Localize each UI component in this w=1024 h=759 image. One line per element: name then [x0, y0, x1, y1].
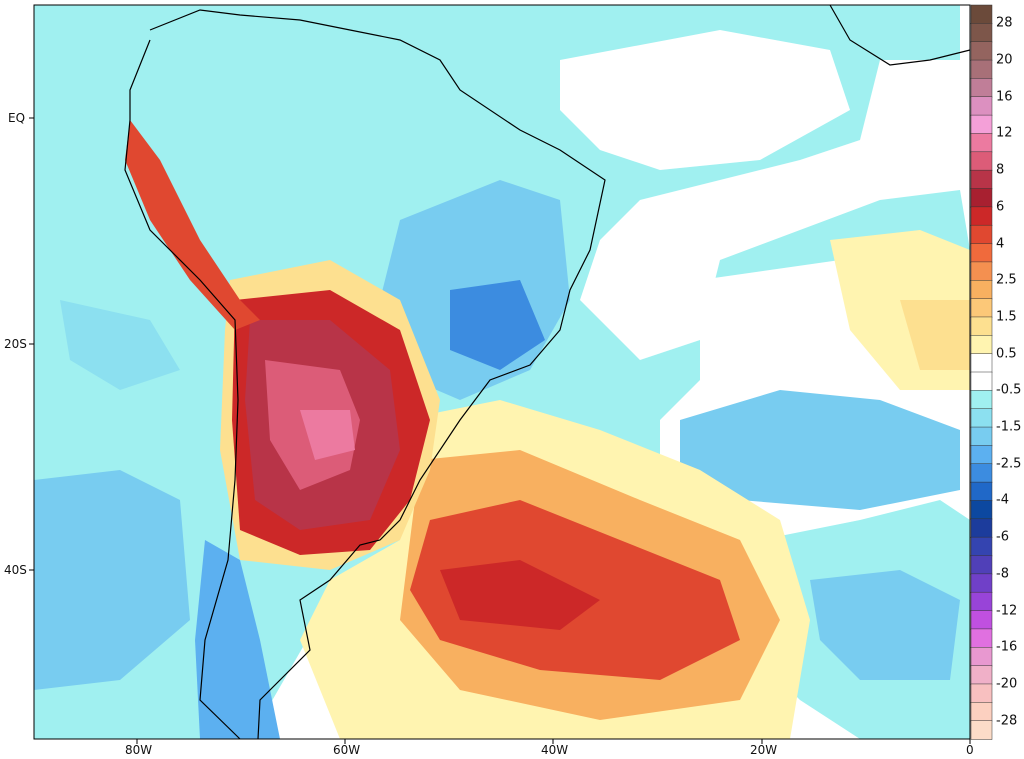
- colorbar-bin: [970, 702, 993, 722]
- colorbar-bin: [970, 500, 993, 520]
- lon-label-80w: 80W: [125, 743, 153, 757]
- colorbar-bin: [970, 610, 993, 630]
- lon-label-60w: 60W: [333, 743, 361, 757]
- colorbar-bin: [970, 206, 993, 226]
- colorbar-bin: [970, 316, 993, 337]
- colorbar-bin: [970, 169, 993, 190]
- south-america-outline: [124, 9, 606, 740]
- anomaly-fields: [34, 5, 970, 739]
- colorbar-bin: [970, 59, 993, 80]
- colorbar-bin: [970, 536, 993, 557]
- colorbar-bin: [970, 335, 993, 355]
- colorbar-label: -8: [996, 566, 1009, 582]
- colorbar-bin: [970, 371, 993, 392]
- colorbar-bin: [970, 665, 993, 685]
- colorbar-bin: [970, 573, 993, 593]
- colorbar-bin: [970, 78, 993, 98]
- colorbar-bin: [970, 628, 993, 649]
- colorbar-bin: [970, 683, 993, 704]
- colorbar-bin: [970, 647, 993, 667]
- lat-label-eq: EQ: [8, 111, 26, 125]
- darkblue-se-brazil: [450, 280, 545, 370]
- colorbar-bin: [970, 408, 993, 428]
- colorbar-label: 8: [996, 162, 1005, 178]
- colorbar-label: 2.5: [996, 272, 1017, 288]
- colorbar-bin: [970, 298, 993, 318]
- lon-label-20w: 20W: [750, 743, 778, 757]
- colorbar-label: 16: [996, 89, 1013, 105]
- colorbar-bin: [970, 591, 993, 612]
- coastlines: [124, 4, 971, 740]
- colorbar-bin: [970, 445, 993, 465]
- colorbar-label: 6: [996, 199, 1005, 215]
- colorbar-bin: [970, 224, 993, 245]
- colorbar-bin: [970, 463, 993, 483]
- colorbar-label: 4: [996, 236, 1005, 252]
- colorbar-bin: [970, 353, 993, 373]
- colorbar-label: -2.5: [996, 456, 1022, 472]
- blue-patch-south-atlantic: [680, 390, 960, 510]
- colorbar-label: -4: [996, 492, 1009, 508]
- colorbar-label: -16: [996, 639, 1018, 655]
- blue-patch-pacific: [34, 470, 190, 690]
- lon-label-0: 0: [966, 743, 974, 757]
- axis-ticks: [29, 117, 971, 744]
- pink-land-peak: [300, 410, 355, 460]
- plot-frame: [33, 4, 971, 740]
- colorbar-label: 0.5: [996, 346, 1017, 362]
- blue-patch-pacific-2: [60, 300, 180, 390]
- colorbar-bin: [970, 261, 993, 281]
- colorbar-label: 28: [996, 15, 1013, 31]
- blue-patagonia: [195, 540, 280, 739]
- colorbar-bin: [970, 481, 993, 502]
- colorbar-label: -1.5: [996, 419, 1022, 435]
- lat-label-20s: 20S: [4, 337, 27, 351]
- colorbar-label: -28: [996, 713, 1018, 729]
- colorbar-label: -20: [996, 676, 1018, 692]
- darkred-ocean-core: [440, 560, 600, 630]
- colorbar-bin: [970, 555, 993, 575]
- colorbar-bin: [970, 280, 993, 300]
- red-andes: [125, 120, 260, 330]
- blue-patch-sw-atlantic: [810, 570, 960, 680]
- colorbar-label: -0.5: [996, 382, 1022, 398]
- colorbar-bin: [970, 133, 993, 153]
- colorbar-label: -12: [996, 603, 1018, 619]
- colorbar-bin: [970, 426, 993, 447]
- colorbar-bin: [970, 41, 993, 61]
- colorbar-bin: [970, 188, 993, 208]
- lat-label-40s: 40S: [4, 563, 27, 577]
- colorbar-bin: [970, 96, 993, 116]
- colorbar-bin: [970, 23, 993, 43]
- colorbar-label: 20: [996, 52, 1013, 68]
- colorbar-label: 12: [996, 125, 1013, 141]
- colorbar: [970, 4, 993, 740]
- colorbar-bin: [970, 390, 993, 410]
- colorbar-bin: [970, 114, 993, 135]
- colorbar-bin: [970, 4, 993, 25]
- africa-coast: [829, 4, 971, 66]
- colorbar-bin: [970, 151, 993, 171]
- colorbar-bin: [970, 518, 993, 538]
- white-patch-north-atlantic: [560, 30, 850, 170]
- colorbar-bin: [970, 243, 993, 263]
- colorbar-label: 1.5: [996, 309, 1017, 325]
- orange-east-atlantic: [900, 300, 970, 370]
- lon-label-40w: 40W: [541, 743, 569, 757]
- colorbar-bin: [970, 720, 993, 740]
- colorbar-label: -6: [996, 529, 1009, 545]
